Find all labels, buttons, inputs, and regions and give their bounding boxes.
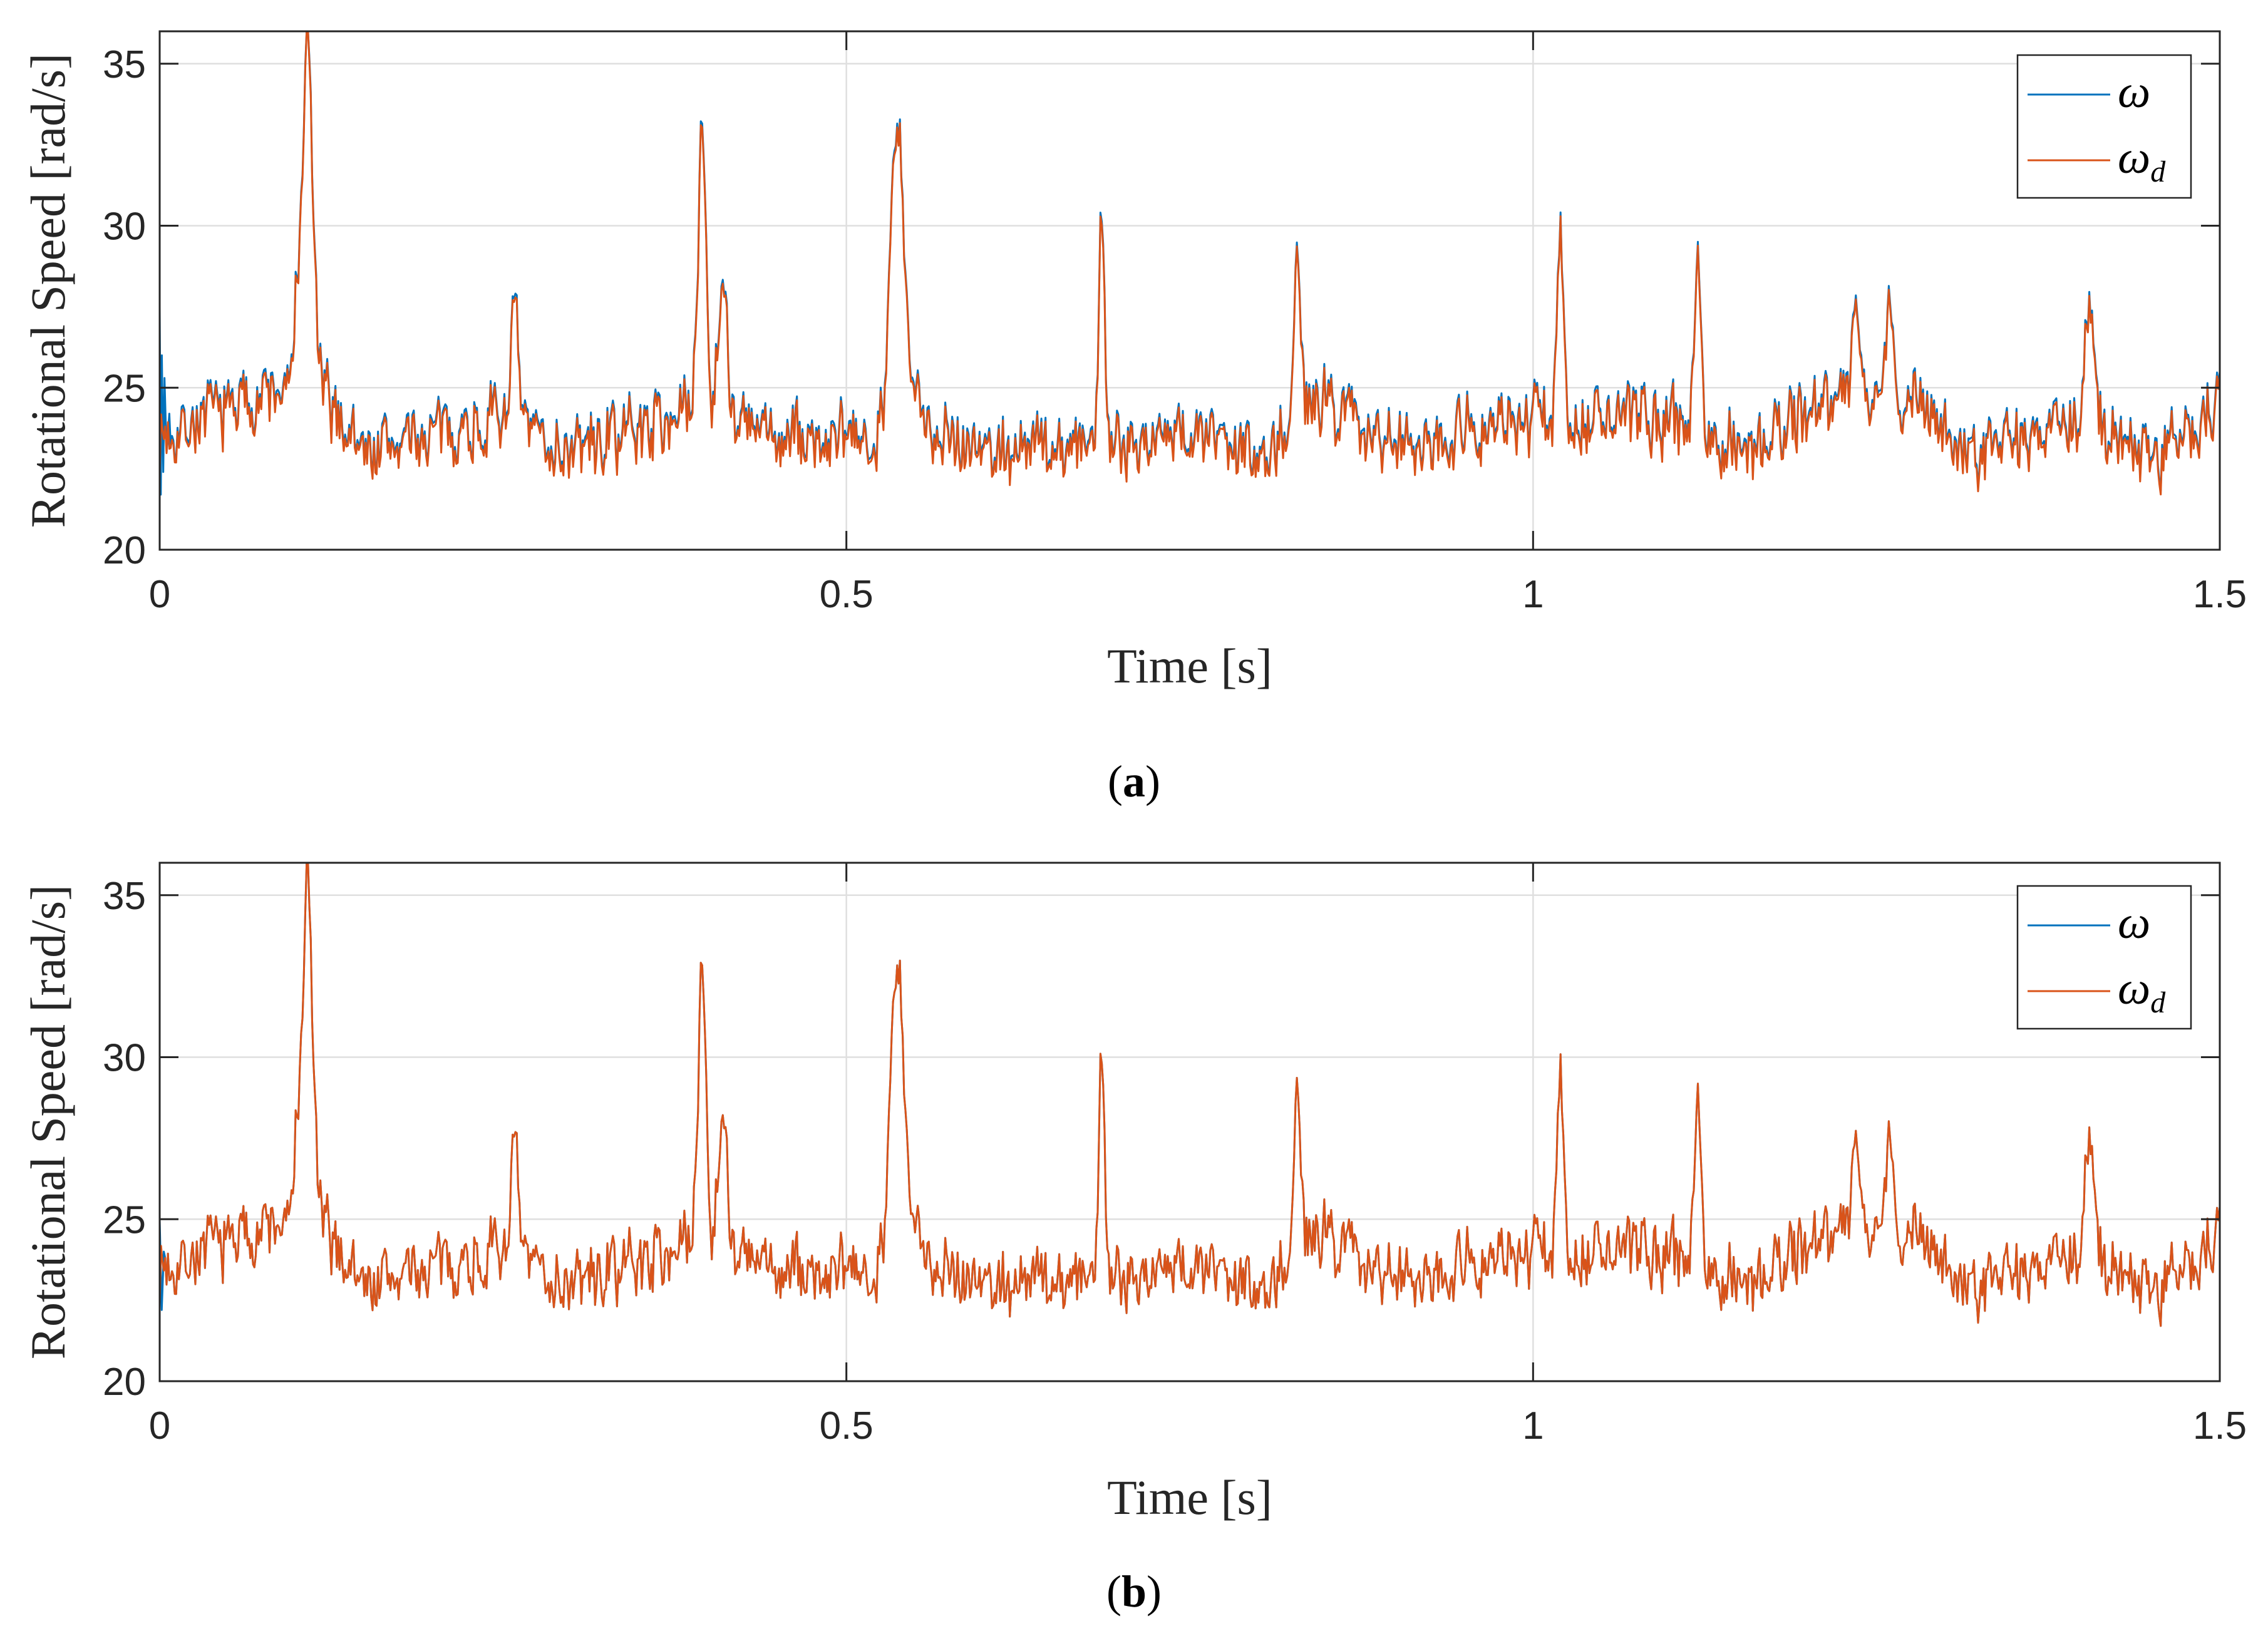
chart-a-legend-label-omega-d: ωd bbox=[2118, 132, 2166, 188]
chart-a-xtick-label-3: 1.5 bbox=[2193, 573, 2247, 616]
chart-b-xtick-label-1: 0.5 bbox=[820, 1404, 874, 1448]
chart-a-xlabel: Time [s] bbox=[1107, 639, 1272, 693]
chart-a-series-omega-d bbox=[158, 30, 2221, 496]
chart-b-xtick-label-3: 1.5 bbox=[2193, 1404, 2247, 1448]
chart-b-xtick-label-2: 1 bbox=[1522, 1404, 1544, 1448]
chart-a-legend: ω ωd bbox=[2016, 54, 2192, 199]
chart-a-series bbox=[158, 30, 2221, 496]
chart-b: 0 0.5 1 1.5 20 25 30 35 Rotational Speed [rad/s… bbox=[21, 862, 2247, 1617]
chart-a-xtick-label-2: 1 bbox=[1522, 573, 1544, 616]
chart-a-xtick-label-0: 0 bbox=[149, 573, 170, 616]
chart-a-ytick-label-0: 20 bbox=[103, 529, 146, 572]
chart-a: 0 0.5 1 1.5 20 25 30 35 Rotational Speed [rad/s… bbox=[21, 30, 2247, 806]
chart-b-grid bbox=[160, 863, 2220, 1381]
chart-b-ticks: 0 0.5 1 1.5 20 25 30 35 bbox=[103, 863, 2247, 1448]
chart-b-ylabel: Rotational Speed [rad/s] bbox=[21, 885, 75, 1359]
chart-a-legend-box bbox=[2016, 54, 2192, 199]
chart-a-ytick-label-1: 25 bbox=[103, 367, 146, 410]
chart-a-xtick-label-1: 0.5 bbox=[820, 573, 874, 616]
chart-b-legend-box bbox=[2016, 885, 2192, 1030]
chart-b-series bbox=[158, 862, 2221, 1327]
chart-b-axes-box bbox=[158, 862, 2221, 1382]
chart-b-ytick-label-0: 20 bbox=[103, 1361, 146, 1404]
chart-b-ytick-label-3: 35 bbox=[103, 875, 146, 918]
chart-a-ytick-label-2: 30 bbox=[103, 205, 146, 249]
chart-a-axes-box bbox=[158, 30, 2221, 551]
chart-b-ytick-label-1: 25 bbox=[103, 1198, 146, 1242]
chart-b-xlabel: Time [s] bbox=[1107, 1470, 1272, 1525]
chart-a-ticks: 0 0.5 1 1.5 20 25 30 35 bbox=[103, 31, 2247, 616]
chart-b-series-omega-d bbox=[158, 862, 2221, 1327]
chart-a-legend-label-omega: ω bbox=[2118, 66, 2150, 118]
chart-a-ytick-label-3: 35 bbox=[103, 43, 146, 86]
chart-b-legend-label-omega-d: ωd bbox=[2118, 963, 2166, 1019]
chart-a-panel-letter: a bbox=[1123, 756, 1145, 806]
chart-b-xtick-label-0: 0 bbox=[149, 1404, 170, 1448]
chart-a-ylabel: Rotational Speed [rad/s] bbox=[21, 53, 75, 528]
chart-b-panel-letter: b bbox=[1121, 1567, 1147, 1617]
chart-a-panel-label: (a) bbox=[1108, 756, 1160, 806]
chart-b-legend-label-omega: ω bbox=[2118, 897, 2150, 949]
chart-b-ytick-label-2: 30 bbox=[103, 1037, 146, 1080]
chart-b-panel-label: (b) bbox=[1106, 1567, 1162, 1617]
chart-b-legend: ω ωd bbox=[2016, 885, 2192, 1030]
